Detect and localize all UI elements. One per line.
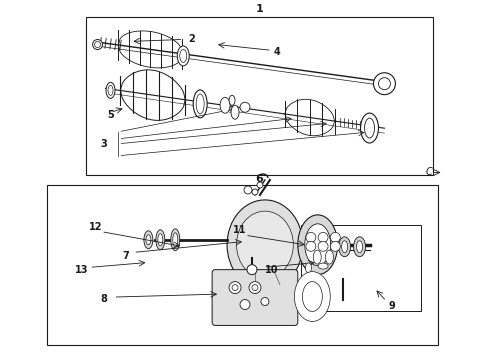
Text: 2: 2 [188, 35, 195, 44]
Text: 9: 9 [388, 301, 395, 311]
Ellipse shape [302, 282, 322, 311]
Ellipse shape [318, 263, 328, 269]
Ellipse shape [357, 241, 363, 253]
Text: 12: 12 [89, 222, 103, 231]
Ellipse shape [231, 105, 239, 119]
Ellipse shape [173, 233, 178, 247]
Ellipse shape [180, 49, 187, 62]
Bar [48, 185, 438, 345]
Ellipse shape [313, 250, 321, 264]
Text: 5: 5 [107, 111, 114, 121]
Circle shape [240, 300, 250, 310]
Ellipse shape [220, 97, 230, 113]
Ellipse shape [330, 241, 340, 251]
Circle shape [232, 285, 238, 291]
Ellipse shape [361, 113, 378, 143]
Ellipse shape [305, 224, 331, 266]
Ellipse shape [171, 229, 180, 251]
Text: 8: 8 [100, 294, 107, 304]
Text: 3: 3 [100, 139, 107, 149]
Ellipse shape [237, 211, 294, 278]
Circle shape [252, 189, 258, 195]
Ellipse shape [227, 200, 303, 289]
Circle shape [247, 265, 257, 275]
Ellipse shape [177, 46, 189, 66]
Ellipse shape [108, 85, 113, 95]
Circle shape [249, 282, 261, 293]
Ellipse shape [325, 250, 333, 264]
Ellipse shape [306, 233, 316, 242]
Ellipse shape [193, 90, 207, 118]
Ellipse shape [365, 118, 374, 138]
Circle shape [229, 282, 241, 293]
Ellipse shape [318, 241, 328, 251]
Circle shape [261, 298, 269, 306]
Ellipse shape [305, 263, 312, 273]
Ellipse shape [240, 102, 250, 112]
Ellipse shape [146, 235, 151, 245]
Circle shape [252, 285, 258, 291]
Ellipse shape [330, 233, 340, 242]
Ellipse shape [106, 82, 115, 98]
Text: 7: 7 [122, 251, 129, 261]
Ellipse shape [156, 230, 165, 250]
Ellipse shape [298, 215, 338, 275]
Circle shape [257, 182, 263, 188]
Ellipse shape [339, 237, 350, 257]
Bar [86, 17, 433, 175]
Text: C: C [425, 167, 432, 177]
Circle shape [93, 40, 102, 50]
Circle shape [373, 73, 395, 95]
Text: 6: 6 [256, 174, 264, 184]
Circle shape [95, 41, 100, 48]
Ellipse shape [342, 241, 347, 253]
FancyBboxPatch shape [212, 270, 298, 325]
Circle shape [378, 78, 391, 90]
Ellipse shape [354, 237, 366, 257]
Ellipse shape [196, 94, 204, 114]
Ellipse shape [158, 234, 163, 246]
Circle shape [244, 186, 252, 194]
Ellipse shape [318, 233, 328, 242]
Text: 13: 13 [75, 265, 88, 275]
Ellipse shape [306, 241, 316, 251]
Text: 4: 4 [273, 47, 280, 57]
Text: 10: 10 [265, 265, 279, 275]
Text: 1: 1 [256, 4, 264, 14]
Ellipse shape [144, 231, 153, 249]
Bar [301, 225, 421, 311]
Text: 11: 11 [233, 225, 247, 235]
Ellipse shape [294, 272, 330, 321]
Ellipse shape [229, 95, 235, 105]
